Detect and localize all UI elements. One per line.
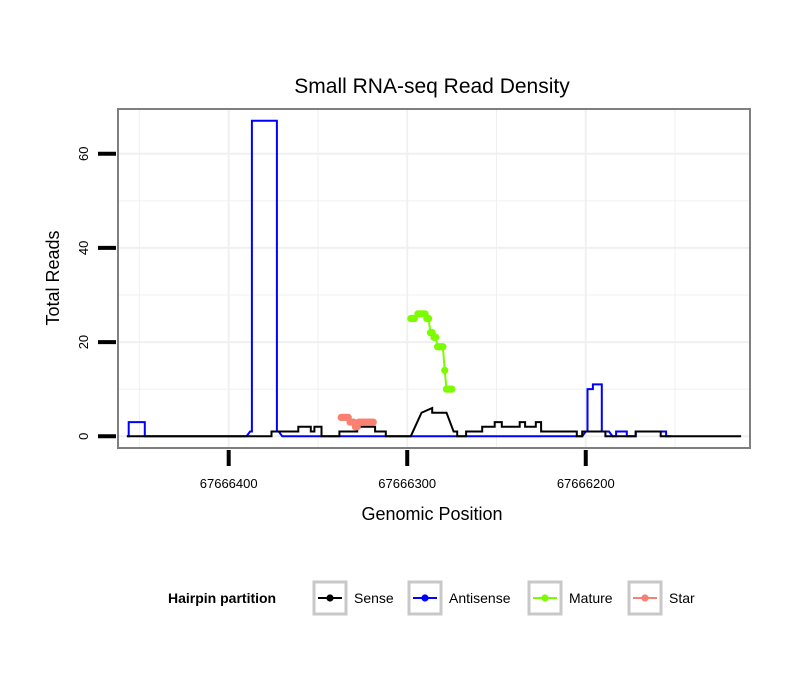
series-layer [126, 119, 742, 438]
x-axis-title: Genomic Position [361, 504, 502, 524]
grid-lines [118, 109, 750, 448]
legend-label-sense: Sense [354, 590, 394, 606]
legend-label-star: Star [669, 590, 695, 606]
x-tick-label: 67666300 [378, 476, 436, 491]
plot-border [117, 108, 751, 449]
legend-point-antisense [421, 594, 429, 602]
legend-title: Hairpin partition [168, 590, 276, 606]
x-tick-label: 67666200 [557, 476, 615, 491]
y-axis-title: Total Reads [43, 230, 63, 325]
sense-series-line [126, 406, 742, 438]
y-tick-label: 60 [76, 146, 91, 160]
plot-panel [118, 109, 750, 448]
legend-point-sense [326, 594, 334, 602]
legend-point-star [641, 594, 649, 602]
mature-point [441, 366, 449, 374]
legend-label-mature: Mature [569, 590, 613, 606]
mature-point [439, 343, 447, 351]
legend-label-antisense: Antisense [449, 590, 511, 606]
axes: 0 20 40 60 67666400 67666300 67666200 [76, 146, 615, 491]
star-point [369, 418, 377, 426]
x-tick-label: 67666400 [200, 476, 258, 491]
legend: Sense Antisense Mature Star [312, 580, 695, 616]
y-tick-label: 40 [76, 241, 91, 255]
legend-point-mature [541, 594, 549, 602]
y-tick-label: 0 [76, 433, 91, 440]
y-tick-label: 20 [76, 335, 91, 349]
mature-point [425, 314, 433, 323]
chart-title: Small RNA-seq Read Density [294, 75, 570, 98]
mature-point [432, 333, 440, 341]
mature-point [448, 385, 456, 393]
